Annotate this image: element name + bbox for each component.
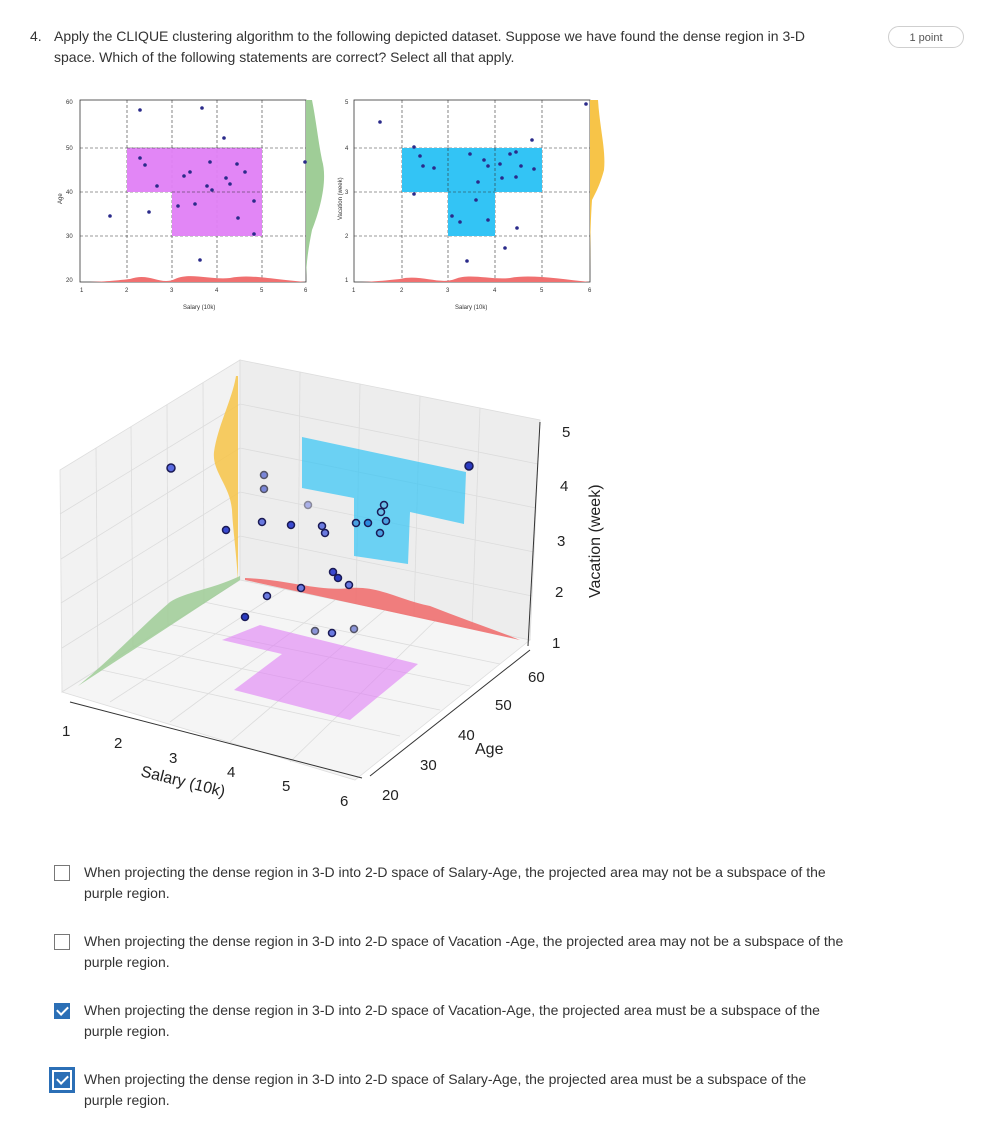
right-xtick-3: 3: [446, 288, 450, 294]
vac-tick-3: 3: [557, 533, 565, 550]
salary-tick-3: 3: [169, 750, 177, 767]
salary-tick-2: 2: [114, 735, 122, 752]
salary-axis: [69, 701, 363, 779]
left-ytick-60: 60: [66, 100, 73, 106]
age-tick-60: 60: [528, 669, 545, 686]
blue-region: [402, 148, 542, 236]
option-2-label[interactable]: When projecting the dense region in 3-D …: [84, 933, 844, 970]
left-ylabel: Age: [58, 193, 64, 204]
right-ytick-2: 2: [345, 234, 349, 240]
salary-density: [80, 276, 306, 282]
purple-region-3d: [222, 625, 418, 720]
left-xtick-6: 6: [304, 288, 308, 294]
age-tick-50: 50: [495, 697, 512, 714]
right-ytick-1: 1: [345, 278, 349, 284]
blue-region-3d: [302, 437, 466, 564]
left-ytick-50: 50: [66, 146, 73, 152]
right-points: [378, 102, 588, 263]
points-3d: [166, 461, 474, 638]
left-xtick-2: 2: [125, 288, 129, 294]
right-plot: 5 4 3 2 1 1 2 3 4 5 6 Salary (10k): [345, 99, 605, 311]
vacation-label-3d: Vacation (week): [587, 484, 604, 598]
option-1-label[interactable]: When projecting the dense region in 3-D …: [84, 864, 826, 901]
left-xtick-1: 1: [80, 288, 84, 294]
option-4-label[interactable]: When projecting the dense region in 3-D …: [84, 1071, 807, 1108]
right-xlabel: Salary (10k): [455, 305, 487, 311]
question-text: Apply the CLIQUE clustering algorithm to…: [54, 28, 806, 65]
salary-tick-5: 5: [282, 778, 290, 795]
figure-svg: 60 50 40 30 20 1 2 3 4 5 6 Salary (10k) …: [58, 99, 605, 810]
option-4-checkbox[interactable]: [49, 1067, 75, 1093]
points-badge: 1 point: [888, 26, 964, 48]
red-density-3d: [245, 578, 520, 640]
vac-tick-5: 5: [562, 424, 570, 441]
option-3-checkbox[interactable]: [54, 1003, 70, 1019]
right-xtick-4: 4: [493, 288, 497, 294]
clique-figure: 60 50 40 30 20 1 2 3 4 5 6 Salary (10k) …: [0, 80, 984, 830]
option-1-checkbox[interactable]: [54, 865, 70, 881]
vacation-density: [590, 100, 605, 282]
salary-tick-1: 1: [62, 723, 70, 740]
age-tick-40: 40: [458, 727, 475, 744]
question: 4. Apply the CLIQUE clustering algorithm…: [30, 26, 850, 68]
right-ytick-5: 5: [345, 100, 349, 106]
question-number: 4.: [30, 28, 42, 44]
left-ytick-40: 40: [66, 190, 73, 196]
left-plot: 60 50 40 30 20 1 2 3 4 5 6 Salary (10k) …: [58, 99, 344, 311]
left-xtick-3: 3: [170, 288, 174, 294]
age-density: [306, 100, 325, 282]
vacation-axis: [527, 421, 541, 647]
left-right-label: Vacation (week): [338, 177, 344, 220]
vac-tick-2: 2: [555, 584, 563, 601]
left-xtick-4: 4: [215, 288, 219, 294]
vac-tick-4: 4: [560, 478, 568, 495]
age-label-3d: Age: [475, 741, 504, 758]
option-3-label[interactable]: When projecting the dense region in 3-D …: [84, 1002, 820, 1039]
left-ytick-20: 20: [66, 278, 73, 284]
salary-tick-4: 4: [227, 764, 235, 781]
right-xtick-6: 6: [588, 288, 592, 294]
salary-label-3d: Salary (10k): [139, 763, 227, 800]
vac-tick-1: 1: [552, 635, 560, 652]
age-axis: [369, 649, 531, 777]
left-ytick-30: 30: [66, 234, 73, 240]
option-2-checkbox[interactable]: [54, 934, 70, 950]
right-xtick-5: 5: [540, 288, 544, 294]
left-xtick-5: 5: [260, 288, 264, 294]
yellow-density-3d: [213, 376, 238, 580]
salary-tick-6: 6: [340, 793, 348, 810]
right-ytick-3: 3: [345, 190, 349, 196]
age-tick-20: 20: [382, 787, 399, 804]
right-xtick-1: 1: [352, 288, 356, 294]
left-points: [108, 106, 307, 262]
right-ytick-4: 4: [345, 146, 349, 152]
right-salary-density: [354, 276, 590, 282]
right-xtick-2: 2: [400, 288, 404, 294]
left-xlabel: Salary (10k): [183, 305, 215, 311]
green-density-3d: [78, 576, 240, 686]
age-tick-30: 30: [420, 757, 437, 774]
plot-3d: 1 2 3 4 5 6 Salary (10k) 20 30 40 50 60 …: [59, 359, 604, 810]
